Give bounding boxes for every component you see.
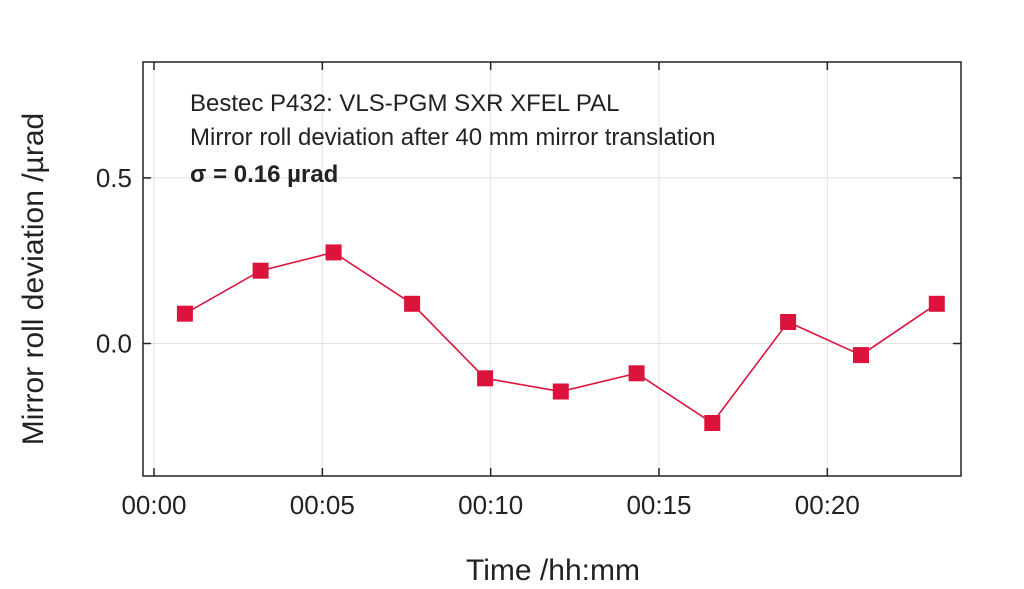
x-tick-label: 00:15 [626,490,691,520]
data-point-marker [704,415,721,431]
data-point-marker [552,383,569,400]
data-point-marker [928,295,945,312]
y-tick-label: 0.5 [96,163,132,193]
data-point-marker [325,244,342,261]
data-point-marker [477,370,494,387]
chart-annotation-sigma: σ = 0.16 µrad [190,161,338,188]
data-point-marker [780,314,797,330]
data-point-marker [853,347,869,364]
x-tick-labels: 00:00 00:05 00:10 00:15 00:20 [121,490,859,520]
x-tick-label: 00:00 [121,490,186,520]
x-tick-label: 00:10 [458,490,523,520]
data-point-marker [404,295,421,312]
grid [143,62,961,476]
chart-annotation-title: Bestec P432: VLS-PGM SXR XFEL PAL [190,90,620,117]
x-tick-label: 00:20 [795,490,860,520]
y-tick-labels: 0.5 0.0 [96,163,132,359]
data-point-marker [628,365,645,382]
chart-annotation-description: Mirror roll deviation after 40 mm mirror… [190,124,715,151]
data-point-marker [252,262,269,279]
x-axis-title: Time /hh:mm [466,554,640,587]
data-point-marker [176,305,193,322]
data-points [176,244,945,431]
x-tick-label: 00:05 [290,490,355,520]
plot-frame [142,61,962,477]
axis-ticks [143,62,961,476]
y-tick-label: 0.0 [96,329,132,359]
y-axis-title: Mirror roll deviation /µrad [17,113,50,445]
